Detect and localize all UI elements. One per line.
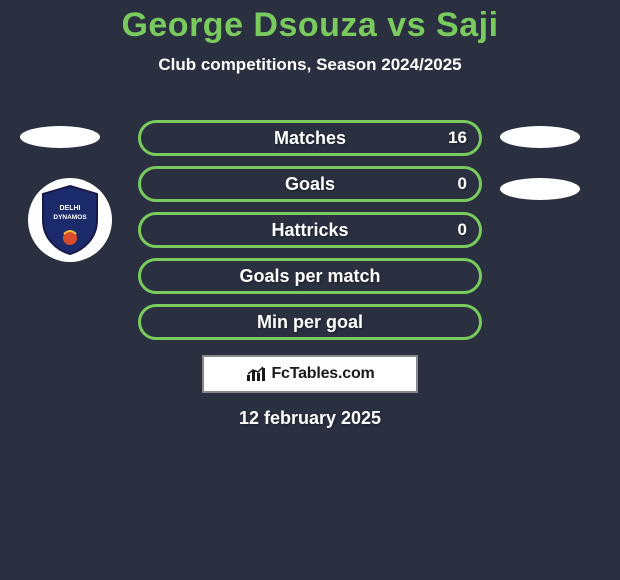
left-team-placeholder xyxy=(20,126,100,148)
badge-text-line2: DYNAMOS xyxy=(53,214,87,221)
stat-label: Matches xyxy=(274,128,346,149)
stat-label: Min per goal xyxy=(257,312,363,333)
stat-value: 0 xyxy=(458,220,467,240)
fctables-watermark: FcTables.com xyxy=(202,355,418,393)
stats-rows: Matches 16 Goals 0 Hattricks 0 Goals per… xyxy=(138,120,482,350)
stat-value: 0 xyxy=(458,174,467,194)
date-text: 12 february 2025 xyxy=(239,408,381,429)
club-badge: DELHI DYNAMOS xyxy=(28,178,112,262)
stat-row-goals: Goals 0 xyxy=(138,166,482,202)
right-team-placeholder-2 xyxy=(500,178,580,200)
bar-chart-icon xyxy=(245,365,267,383)
stat-row-min-per-goal: Min per goal xyxy=(138,304,482,340)
fctables-text: FcTables.com xyxy=(271,365,374,383)
badge-text-line1: DELHI xyxy=(60,205,81,212)
stat-row-goals-per-match: Goals per match xyxy=(138,258,482,294)
stat-row-hattricks: Hattricks 0 xyxy=(138,212,482,248)
stat-label: Hattricks xyxy=(271,220,348,241)
club-shield-icon: DELHI DYNAMOS xyxy=(39,184,101,256)
infographic-container: George Dsouza vs Saji Club competitions,… xyxy=(0,0,620,580)
subtitle: Club competitions, Season 2024/2025 xyxy=(0,55,620,75)
right-team-placeholder xyxy=(500,126,580,148)
stat-label: Goals xyxy=(285,174,335,195)
stat-value: 16 xyxy=(448,128,467,148)
page-title: George Dsouza vs Saji xyxy=(0,0,620,45)
stat-row-matches: Matches 16 xyxy=(138,120,482,156)
stat-label: Goals per match xyxy=(239,266,380,287)
